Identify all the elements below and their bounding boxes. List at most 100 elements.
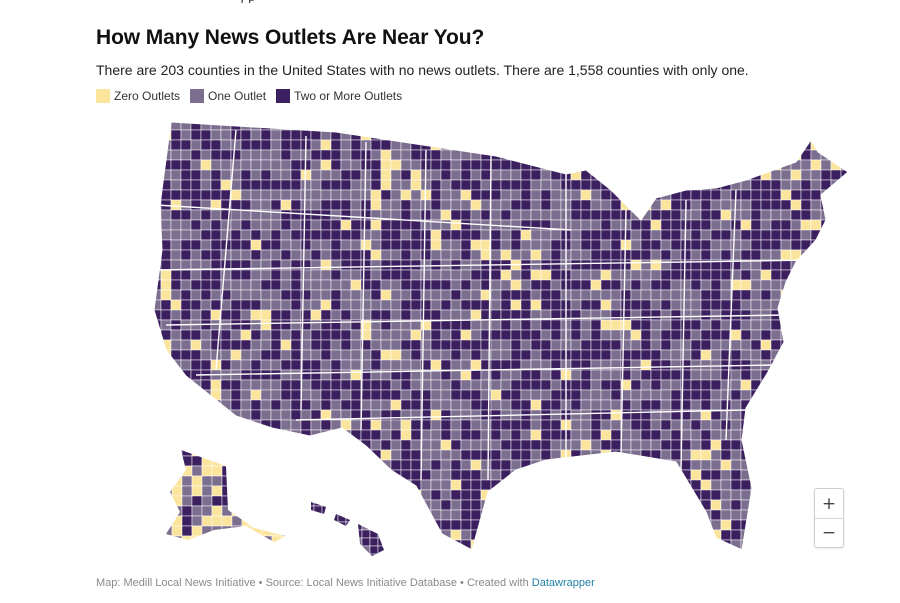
county-cell[interactable] <box>730 429 742 441</box>
county-cell[interactable] <box>306 545 315 555</box>
county-cell[interactable] <box>710 219 722 231</box>
county-cell[interactable] <box>240 529 252 541</box>
county-cell[interactable] <box>640 429 652 441</box>
county-cell[interactable] <box>350 399 362 411</box>
county-cell[interactable] <box>280 509 292 521</box>
county-cell[interactable] <box>162 485 173 497</box>
county-cell[interactable] <box>770 120 782 131</box>
county-cell[interactable] <box>440 209 452 221</box>
county-cell[interactable] <box>240 209 252 221</box>
county-cell[interactable] <box>370 509 382 521</box>
county-cell[interactable] <box>740 159 752 171</box>
county-cell[interactable] <box>600 339 612 351</box>
county-cell[interactable] <box>690 479 702 491</box>
county-cell[interactable] <box>690 129 702 141</box>
county-cell[interactable] <box>353 521 363 531</box>
county-cell[interactable] <box>350 379 362 391</box>
county-cell[interactable] <box>851 310 856 320</box>
county-cell[interactable] <box>800 339 812 351</box>
county-cell[interactable] <box>420 529 432 541</box>
county-cell[interactable] <box>250 319 262 331</box>
county-cell[interactable] <box>760 519 772 531</box>
county-cell[interactable] <box>260 329 272 341</box>
county-cell[interactable] <box>560 529 572 541</box>
county-cell[interactable] <box>369 529 379 539</box>
county-cell[interactable] <box>500 339 512 351</box>
county-cell[interactable] <box>610 299 622 311</box>
county-cell[interactable] <box>360 499 372 511</box>
county-cell[interactable] <box>700 199 712 211</box>
county-cell[interactable] <box>151 449 162 461</box>
county-cell[interactable] <box>270 179 282 191</box>
county-cell[interactable] <box>440 169 452 181</box>
county-cell[interactable] <box>570 219 582 231</box>
county-cell[interactable] <box>580 149 592 161</box>
county-cell[interactable] <box>590 209 602 221</box>
county-cell[interactable] <box>230 309 242 321</box>
county-cell[interactable] <box>450 429 462 441</box>
county-cell[interactable] <box>620 299 632 311</box>
county-cell[interactable] <box>800 479 812 491</box>
county-cell[interactable] <box>590 549 602 560</box>
county-cell[interactable] <box>313 545 323 555</box>
county-cell[interactable] <box>270 549 282 560</box>
county-cell[interactable] <box>380 229 392 241</box>
county-cell[interactable] <box>231 495 243 507</box>
county-cell[interactable] <box>560 489 572 501</box>
county-cell[interactable] <box>170 379 182 391</box>
county-cell[interactable] <box>790 489 802 501</box>
county-cell[interactable] <box>160 269 172 281</box>
county-cell[interactable] <box>350 489 362 501</box>
county-cell[interactable] <box>750 489 762 501</box>
county-cell[interactable] <box>190 339 202 351</box>
county-cell[interactable] <box>410 419 422 431</box>
county-cell[interactable] <box>810 199 822 211</box>
county-cell[interactable] <box>820 409 832 421</box>
county-cell[interactable] <box>630 439 642 451</box>
county-cell[interactable] <box>330 279 342 291</box>
county-cell[interactable] <box>540 519 552 531</box>
county-cell[interactable] <box>460 449 472 461</box>
county-cell[interactable] <box>470 309 482 321</box>
county-cell[interactable] <box>520 369 532 381</box>
county-cell[interactable] <box>570 229 582 241</box>
county-cell[interactable] <box>500 219 512 231</box>
county-cell[interactable] <box>610 269 622 281</box>
county-cell[interactable] <box>690 289 702 301</box>
county-cell[interactable] <box>810 329 822 341</box>
county-cell[interactable] <box>500 209 512 221</box>
county-cell[interactable] <box>171 515 183 527</box>
county-cell[interactable] <box>530 209 542 221</box>
county-cell[interactable] <box>210 439 222 451</box>
county-cell[interactable] <box>410 159 422 171</box>
county-cell[interactable] <box>780 259 792 271</box>
county-cell[interactable] <box>540 279 552 291</box>
county-cell[interactable] <box>510 489 522 501</box>
county-cell[interactable] <box>600 499 612 511</box>
county-cell[interactable] <box>750 159 762 171</box>
county-cell[interactable] <box>760 289 772 301</box>
county-cell[interactable] <box>580 169 592 181</box>
county-cell[interactable] <box>380 159 392 171</box>
county-cell[interactable] <box>400 159 412 171</box>
county-cell[interactable] <box>450 459 462 471</box>
county-cell[interactable] <box>840 449 851 461</box>
county-cell[interactable] <box>820 189 832 201</box>
county-cell[interactable] <box>840 439 851 451</box>
county-cell[interactable] <box>560 509 572 521</box>
county-cell[interactable] <box>600 449 612 461</box>
county-cell[interactable] <box>690 120 702 131</box>
county-cell[interactable] <box>230 479 242 491</box>
county-cell[interactable] <box>490 429 502 441</box>
county-cell[interactable] <box>670 359 682 371</box>
county-cell[interactable] <box>310 239 322 251</box>
county-cell[interactable] <box>660 239 672 251</box>
county-cell[interactable] <box>810 129 822 141</box>
county-cell[interactable] <box>440 479 452 491</box>
county-cell[interactable] <box>770 279 782 291</box>
county-cell[interactable] <box>470 449 482 461</box>
county-cell[interactable] <box>540 429 552 441</box>
county-cell[interactable] <box>640 199 652 211</box>
county-cell[interactable] <box>680 179 692 191</box>
county-cell[interactable] <box>201 495 213 507</box>
